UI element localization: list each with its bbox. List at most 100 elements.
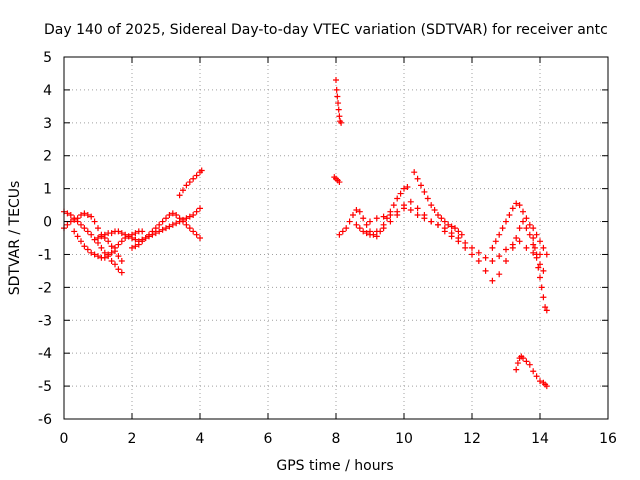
data-point bbox=[407, 207, 414, 214]
series-arc-O bbox=[513, 353, 550, 390]
data-point bbox=[101, 231, 108, 238]
data-point bbox=[452, 225, 458, 232]
data-point bbox=[343, 225, 350, 232]
data-point bbox=[169, 210, 176, 217]
x-tick-label: 12 bbox=[463, 431, 481, 447]
y-tick-label: 2 bbox=[43, 149, 52, 165]
data-point bbox=[336, 113, 343, 120]
data-point bbox=[333, 86, 340, 93]
data-point bbox=[373, 215, 380, 222]
series-arc-A bbox=[61, 208, 125, 276]
y-tick-labels: -6 -5 -4 -3 -2 -1 0 1 2 3 4 5 bbox=[38, 50, 52, 428]
data-point bbox=[407, 198, 414, 205]
data-point bbox=[482, 254, 489, 261]
data-point bbox=[190, 175, 197, 182]
data-point bbox=[542, 304, 549, 311]
data-point bbox=[373, 228, 380, 235]
series-arc-N bbox=[530, 235, 550, 314]
data-point bbox=[183, 182, 190, 189]
data-point bbox=[360, 215, 367, 222]
data-point bbox=[142, 235, 149, 241]
data-point bbox=[78, 211, 84, 218]
data-point bbox=[384, 215, 390, 222]
data-point bbox=[115, 266, 122, 273]
data-point bbox=[122, 231, 129, 238]
data-point bbox=[496, 231, 503, 238]
data-point bbox=[401, 185, 407, 192]
x-tick-label: 14 bbox=[531, 431, 549, 447]
data-point bbox=[414, 205, 421, 212]
data-point bbox=[173, 220, 180, 227]
data-point bbox=[533, 231, 540, 238]
data-point bbox=[190, 228, 197, 235]
data-point bbox=[132, 236, 139, 243]
data-point bbox=[503, 246, 509, 253]
data-point bbox=[346, 218, 353, 225]
data-point bbox=[176, 192, 183, 199]
data-point bbox=[198, 167, 205, 174]
data-point bbox=[530, 368, 537, 375]
x-tick-labels: 0 2 4 6 8 10 12 14 16 bbox=[60, 431, 617, 447]
data-point bbox=[363, 230, 370, 237]
data-point bbox=[88, 249, 95, 256]
data-point bbox=[360, 228, 367, 235]
data-point bbox=[455, 238, 462, 245]
y-tick-label: 4 bbox=[43, 83, 52, 99]
data-point bbox=[118, 230, 125, 237]
x-tick-label: 0 bbox=[60, 431, 69, 447]
data-point bbox=[190, 211, 197, 218]
data-point bbox=[540, 267, 547, 274]
y-tick-label: 0 bbox=[43, 215, 52, 231]
data-point bbox=[84, 211, 91, 218]
data-point bbox=[118, 269, 125, 276]
data-point bbox=[492, 238, 499, 245]
data-point bbox=[538, 284, 545, 291]
data-point bbox=[482, 267, 489, 274]
data-point bbox=[91, 236, 98, 243]
series-arc-I bbox=[336, 183, 411, 240]
data-point bbox=[526, 221, 533, 228]
data-point bbox=[540, 244, 547, 251]
data-point bbox=[523, 225, 530, 232]
data-point bbox=[81, 243, 88, 250]
data-point bbox=[421, 188, 428, 195]
data-point bbox=[418, 182, 424, 189]
data-point bbox=[523, 358, 530, 365]
data-point bbox=[108, 249, 115, 256]
data-point bbox=[197, 205, 203, 212]
data-point bbox=[543, 383, 550, 390]
data-point bbox=[514, 360, 521, 367]
data-point bbox=[489, 258, 496, 265]
data-point bbox=[441, 228, 448, 235]
series-arc-K bbox=[367, 198, 547, 284]
data-point bbox=[462, 244, 469, 251]
data-point bbox=[91, 218, 98, 225]
data-point bbox=[84, 246, 91, 253]
data-point bbox=[367, 218, 373, 225]
data-point bbox=[98, 244, 105, 251]
data-point bbox=[509, 205, 516, 212]
data-point bbox=[135, 241, 142, 248]
data-point bbox=[455, 228, 462, 235]
data-point bbox=[74, 233, 81, 240]
data-point bbox=[438, 215, 445, 222]
series-arc-H bbox=[331, 174, 343, 186]
data-point bbox=[503, 258, 509, 265]
data-point bbox=[475, 258, 482, 265]
data-point bbox=[197, 235, 203, 241]
data-point bbox=[537, 261, 543, 268]
x-tick-label: 8 bbox=[332, 431, 341, 447]
data-point bbox=[71, 228, 78, 235]
y-tick-label: 5 bbox=[43, 50, 52, 66]
data-point bbox=[193, 231, 200, 238]
y-tick-label: 3 bbox=[43, 116, 52, 132]
data-point bbox=[132, 243, 139, 250]
data-point bbox=[338, 119, 345, 126]
data-point bbox=[531, 244, 538, 251]
data-point bbox=[186, 179, 193, 186]
data-point bbox=[108, 243, 115, 250]
data-point bbox=[193, 172, 200, 179]
data-point bbox=[95, 225, 101, 232]
data-point bbox=[78, 221, 84, 228]
